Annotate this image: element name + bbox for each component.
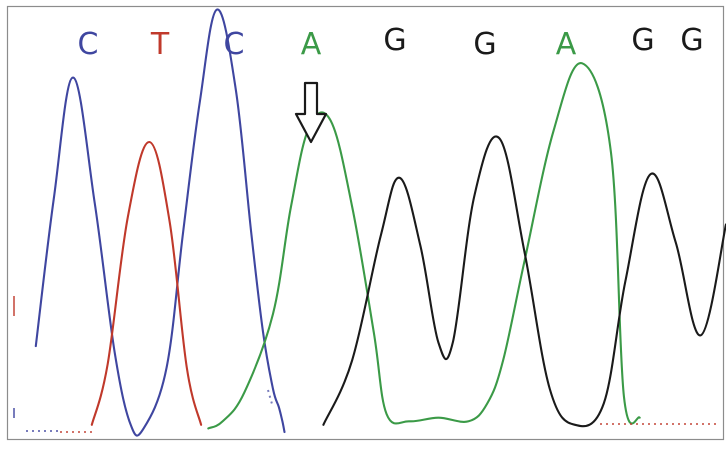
down-arrow-icon [294, 81, 328, 144]
baseline-noise-mark [267, 389, 273, 405]
base-label-6: G [473, 27, 496, 62]
trace-t [90, 140, 203, 426]
base-label-1: C [78, 27, 99, 62]
base-label-7: A [556, 27, 577, 62]
plot-frame [6, 5, 725, 441]
baseline-ticks [13, 296, 720, 433]
base-label-5: G [383, 23, 406, 58]
arrow-layer [294, 81, 328, 144]
trace-layer [34, 8, 726, 437]
trace-c [34, 8, 286, 437]
base-label-2: T [150, 27, 170, 62]
trace-g [322, 135, 726, 428]
base-label-4: A [301, 27, 322, 62]
trace-a [207, 62, 641, 430]
base-label-8: G [631, 23, 654, 58]
base-label-3: C [224, 27, 245, 62]
base-label-9: G [680, 23, 703, 58]
